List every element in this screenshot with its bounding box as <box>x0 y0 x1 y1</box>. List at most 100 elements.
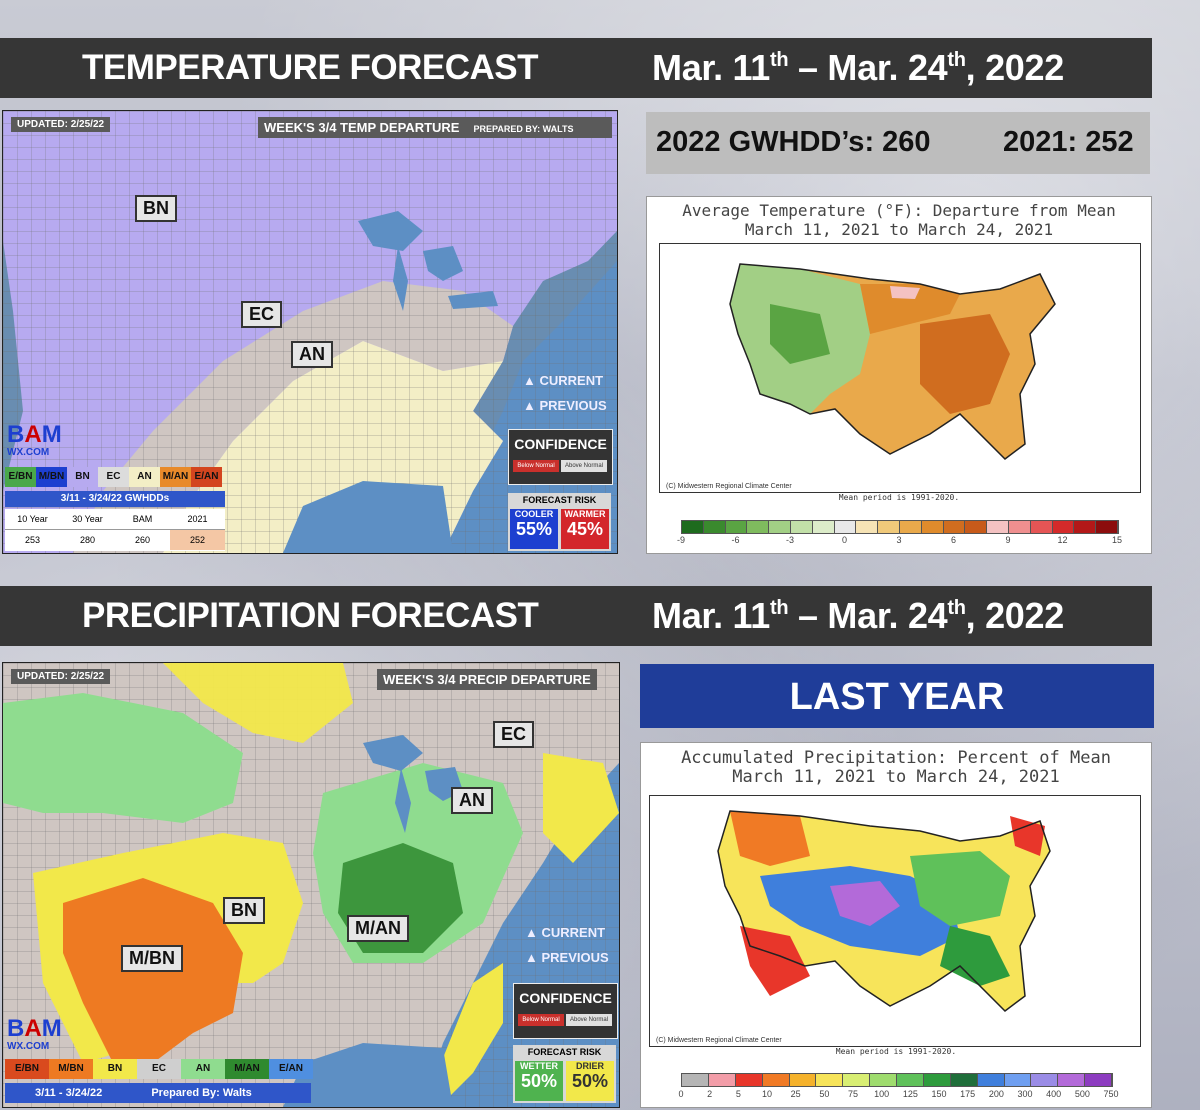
scale-tick-label: 100 <box>874 1089 890 1099</box>
legend-item-bn: BN <box>67 467 98 487</box>
temp-logo-text: WX.COM <box>7 447 50 458</box>
scale-tick-label: 200 <box>988 1089 1004 1099</box>
scale-tick-label: 10 <box>761 1089 773 1099</box>
temp-warmer-label: WARMER <box>564 509 606 519</box>
gwhdd-table-value: 280 <box>79 535 96 545</box>
scale-swatch <box>843 1074 871 1086</box>
scale-swatch <box>1030 521 1053 533</box>
legend-item-an: AN <box>181 1059 225 1079</box>
scale-swatch <box>1004 1074 1032 1086</box>
temp-prepared-by: PREPARED BY: WALTS <box>473 124 574 134</box>
precip-drier-pct: 50% <box>571 1071 609 1091</box>
scale-swatch <box>878 521 900 533</box>
scale-tick-label: 12 <box>1057 535 1068 545</box>
temp-forecast-risk: FORECAST RISK COOLER 55% WARMER 45% <box>508 493 611 551</box>
precip-label-bn: BN <box>223 897 265 924</box>
scale-swatch <box>897 1074 924 1086</box>
scale-swatch <box>965 521 988 533</box>
precip-bam-logo: BAM WX.COM <box>7 1015 73 1052</box>
scale-tick-label: 25 <box>790 1089 801 1099</box>
scale-swatch <box>762 1074 790 1086</box>
temperature-forecast-map: UPDATED: 2/25/22 WEEK'S 3/4 TEMP DEPARTU… <box>2 110 618 554</box>
precip-label-ec: EC <box>493 721 535 748</box>
precip-color-scale <box>681 1073 1113 1087</box>
gwhdd-table-header: 2021 <box>170 509 225 530</box>
precip-updated-label: UPDATED: 2/25/22 <box>11 669 111 684</box>
legend-item-ec: EC <box>98 467 129 487</box>
legend-item-m-an: M/AN <box>225 1059 269 1079</box>
scale-swatch <box>856 521 879 533</box>
gwhdd-table-header: 10 Year <box>5 509 60 530</box>
temperature-banner: TEMPERATURE FORECAST Mar. 11th – Mar. 24… <box>0 38 1152 98</box>
precip-logo-text: WX.COM <box>7 1041 50 1052</box>
temp-panel-period: Mean period is 1991-2020. <box>838 493 960 502</box>
scale-tick-label: 2 <box>707 1089 713 1099</box>
precip-current-text: CURRENT <box>541 925 606 940</box>
temp-map-heading: WEEK'S 3/4 TEMP DEPARTURE PREPARED BY: WA… <box>258 117 612 138</box>
scale-swatch <box>1074 521 1097 533</box>
temp-map-heading-text: WEEK'S 3/4 TEMP DEPARTURE <box>264 120 460 135</box>
scale-tick-label: 150 <box>931 1089 947 1099</box>
scale-swatch <box>735 1074 763 1086</box>
scale-swatch <box>923 1074 951 1086</box>
gwhdd-table-header: 30 Year <box>60 509 115 530</box>
precip-drier-box: DRIER 50% <box>566 1061 614 1101</box>
temp-previous-text: PREVIOUS <box>539 398 607 413</box>
temp-departure-map: (C) Midwestern Regional Climate Center <box>659 243 1141 493</box>
legend-item-m-bn: M/BN <box>49 1059 93 1079</box>
temp-cooler-pct: 55% <box>515 519 553 539</box>
precip-panel-title-line2: March 11, 2021 to March 24, 2021 <box>732 767 1060 787</box>
gwhdd-table-header: BAM <box>115 509 170 530</box>
precip-panel-period: Mean period is 1991-2020. <box>835 1047 957 1056</box>
bam-logo-mark: BAM <box>7 1015 62 1042</box>
scale-swatch <box>789 1074 817 1086</box>
scale-tick-label: 0 <box>841 535 848 545</box>
scale-tick-label: 6 <box>950 535 957 545</box>
scale-swatch <box>790 521 813 533</box>
scale-swatch <box>977 1074 1005 1086</box>
precip-previous-text: PREVIOUS <box>541 950 609 965</box>
temp-label-ec: EC <box>241 301 283 328</box>
scale-tick-label: 300 <box>1017 1089 1033 1099</box>
precip-percent-map: (C) Midwestern Regional Climate Center <box>649 795 1141 1047</box>
temp-scale-ticks: -9 -6 -3 0 3 6 9 12 15 <box>677 535 1122 549</box>
scale-swatch <box>1085 1074 1112 1086</box>
scale-swatch <box>899 521 922 533</box>
temp-gwhdd-table: 10 Year 253 30 Year 280 BAM 260 2021 252 <box>5 509 225 551</box>
previous-icon: ▲ <box>523 398 540 413</box>
scale-swatch <box>812 521 835 533</box>
temp-warmer-box: WARMER 45% <box>561 509 609 549</box>
gwhdd-table-col: 10 Year 253 <box>5 509 60 550</box>
precip-date-year: , 2022 <box>965 595 1065 636</box>
temp-panel-title: Average Temperature (°F): Departure from… <box>647 201 1151 239</box>
scale-swatch <box>987 521 1009 533</box>
scale-swatch <box>708 1074 736 1086</box>
scale-swatch <box>682 521 704 533</box>
gwhdd-table-value: 252 <box>170 530 225 550</box>
precip-drier-label: DRIER <box>575 1061 604 1071</box>
precip-date-end: – Mar. 24 <box>797 595 948 636</box>
date-end: – Mar. 24 <box>797 47 948 88</box>
gwhdd-2021: 2021: 252 <box>1003 126 1134 158</box>
precip-wetter-label: WETTER <box>520 1061 558 1071</box>
scale-tick-label: 125 <box>902 1089 918 1099</box>
temp-departure-panel: Average Temperature (°F): Departure from… <box>646 196 1152 554</box>
date-start-sup: th <box>770 49 789 71</box>
temp-previous-legend: ▲ PREVIOUS <box>523 398 607 413</box>
scale-swatch <box>769 521 791 533</box>
precip-previous-legend: ▲ PREVIOUS <box>525 950 609 965</box>
precip-date-start-sup: th <box>770 597 789 619</box>
precip-forecast-risk: FORECAST RISK WETTER 50% DRIER 50% <box>513 1045 616 1103</box>
current-icon: ▲ <box>525 925 542 940</box>
legend-item-bn: BN <box>93 1059 137 1079</box>
scale-swatch <box>834 521 857 533</box>
precip-confidence-box: CONFIDENCE Below Normal Above Normal <box>513 983 618 1039</box>
gwhdd-table-col: 30 Year 280 <box>60 509 115 550</box>
scale-tick-label: 500 <box>1074 1089 1090 1099</box>
gwhdd-table-col: 2021 252 <box>170 509 225 550</box>
precip-current-legend: ▲ CURRENT <box>525 925 605 940</box>
precip-panel-credit: (C) Midwestern Regional Climate Center <box>656 1037 782 1044</box>
temp-cooler-box: COOLER 55% <box>510 509 558 549</box>
temp-cooler-label: COOLER <box>514 509 554 519</box>
temp-period-label: 3/11 - 3/24/22 GWHDDs <box>5 491 225 507</box>
